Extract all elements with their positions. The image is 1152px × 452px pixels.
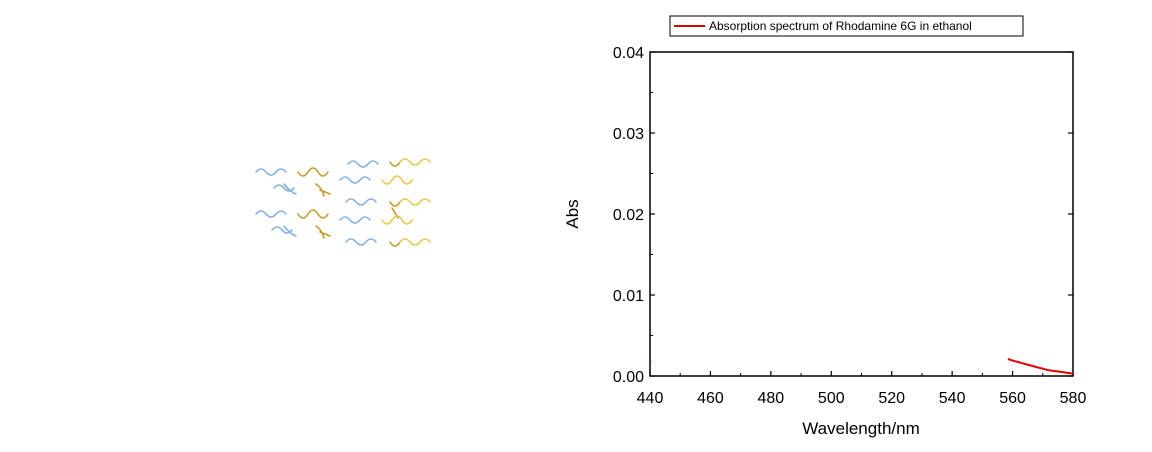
dna-strand-gold (315, 225, 331, 239)
x-tick-label: 520 (878, 390, 905, 407)
y-axis-title: Abs (563, 199, 582, 228)
y-tick-label: 0.04 (613, 45, 644, 62)
dna-strand-blue (273, 183, 297, 195)
legend-label: Absorption spectrum of Rhodamine 6G in e… (709, 19, 972, 33)
plot-frame (649, 51, 1074, 377)
x-tick-label: 560 (999, 390, 1026, 407)
series-layer (649, 358, 1074, 375)
x-tick-label: 460 (697, 390, 724, 407)
dna-strand-blue (345, 238, 377, 246)
y-tick-label: 0.01 (613, 288, 644, 305)
x-tick-label: 480 (758, 390, 785, 407)
dna-strand-gold (389, 161, 401, 167)
y-axis: 0.00 0.01 0.02 0.03 0.04 (613, 45, 1073, 386)
y-tick-label: 0.02 (613, 207, 644, 224)
dna-strand-blue (347, 160, 379, 168)
dna-strand-gold (389, 241, 401, 247)
dna-strand-yellow (399, 238, 431, 246)
dna-strand-gold (315, 183, 331, 197)
dna-strand-blue (255, 210, 287, 218)
x-tick-label: 440 (637, 390, 664, 407)
x-tick-label: 540 (939, 390, 966, 407)
x-axis: 440 460 480 500 520 540 560 580 (637, 371, 1087, 407)
dna-strand-yellow (381, 175, 413, 185)
dna-strand-gold (297, 209, 329, 219)
dna-strand-yellow (399, 158, 431, 166)
dna-strand-yellow (381, 215, 413, 225)
dna-strand-blue (271, 225, 297, 237)
x-tick-label: 580 (1060, 390, 1087, 407)
dna-strand-blue (339, 176, 371, 184)
dna-strand-yellow (399, 198, 431, 206)
series-line-segment (1007, 358, 1074, 375)
legend: Absorption spectrum of Rhodamine 6G in e… (669, 15, 1024, 37)
dna-strand-blue (339, 216, 371, 224)
x-tick-label: 500 (818, 390, 845, 407)
series-line-segment (649, 360, 652, 363)
dna-strand-blue (255, 168, 287, 176)
dna-strand-gold (297, 167, 329, 177)
dna-strands-graphic-icon (255, 158, 431, 247)
legend-box (669, 15, 1024, 37)
y-tick-label: 0.03 (613, 126, 644, 143)
y-tick-label: 0.00 (613, 369, 644, 386)
x-axis-title: Wavelength/nm (802, 419, 919, 438)
dna-strand-blue (345, 198, 377, 206)
